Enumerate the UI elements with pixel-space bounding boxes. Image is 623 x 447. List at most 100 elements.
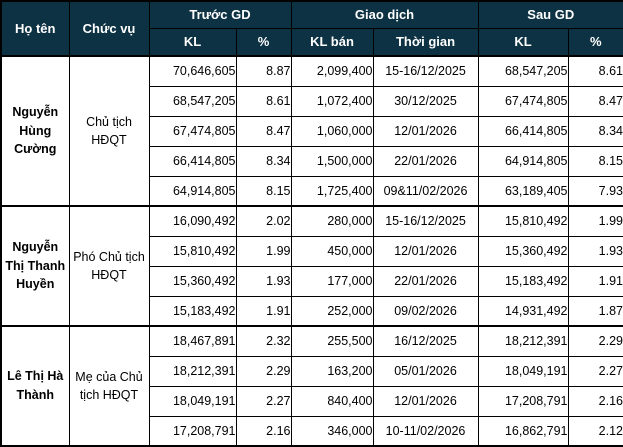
kl-sold-cell: 255,500 [290, 325, 374, 357]
table-row: 68,547,205 8.61 1,072,400 30/12/2025 67,… [1, 85, 623, 117]
table-row: 66,414,805 8.34 1,500,000 22/01/2026 64,… [1, 145, 623, 177]
pct-before-cell: 8.61 [235, 85, 292, 117]
person-position-cell: Mẹ của Chủ tịch HĐQT [68, 325, 150, 447]
col-group-transaction: Giao dịch [290, 0, 479, 29]
kl-before-cell: 16,090,492 [148, 205, 237, 237]
table-row: Lê Thị Hà Thành Mẹ của Chủ tịch HĐQT 18,… [0, 325, 623, 447]
pct-after-cell: 2.27 [567, 355, 623, 387]
col-header-before-percent: % [235, 27, 292, 57]
person-name-cell: Lê Thị Hà Thành [0, 325, 70, 447]
date-cell: 15-16/12/2025 [372, 205, 479, 237]
pct-after-cell: 1.93 [567, 235, 623, 267]
col-group-after: Sau GD [477, 0, 623, 29]
kl-sold-cell: 346,000 [290, 415, 374, 447]
table-row: Nguyễn Hùng Cường Chủ tịch HĐQT 70,646,6… [0, 55, 623, 207]
kl-after-cell: 63,189,405 [477, 175, 569, 207]
date-cell: 16/12/2025 [372, 325, 479, 357]
date-cell: 30/12/2025 [372, 85, 479, 117]
date-cell: 15-16/12/2025 [372, 55, 479, 87]
date-cell: 12/01/2026 [372, 235, 479, 267]
pct-before-cell: 2.02 [235, 205, 292, 237]
pct-after-cell: 1.91 [567, 265, 623, 297]
date-cell: 09/02/2026 [372, 295, 479, 327]
pct-before-cell: 2.32 [235, 325, 292, 357]
kl-sold-cell: 177,000 [290, 265, 374, 297]
pct-before-cell: 8.87 [235, 55, 292, 87]
pct-before-cell: 1.91 [235, 295, 292, 327]
kl-sold-cell: 1,060,000 [290, 115, 374, 147]
kl-before-cell: 15,360,492 [148, 265, 237, 297]
kl-before-cell: 64,914,805 [148, 175, 237, 207]
person-position-cell: Chủ tịch HĐQT [68, 55, 150, 207]
col-header-after-percent: % [567, 27, 623, 57]
col-header-after-volume: KL [477, 27, 569, 57]
col-header-name: Họ tên [0, 0, 70, 57]
person-name-cell: Nguyễn Hùng Cường [0, 55, 70, 207]
pct-before-cell: 8.47 [235, 115, 292, 147]
pct-before-cell: 8.34 [235, 145, 292, 177]
kl-after-cell: 15,183,492 [477, 265, 569, 297]
kl-after-cell: 64,914,805 [477, 145, 569, 177]
kl-sold-cell: 1,072,400 [290, 85, 374, 117]
table-row: Nguyễn Thị Thanh Huyền Phó Chủ tịch HĐQT… [0, 205, 623, 327]
pct-after-cell: 8.61 [567, 55, 623, 87]
pct-after-cell: 8.34 [567, 115, 623, 147]
kl-after-cell: 66,414,805 [477, 115, 569, 147]
kl-sold-cell: 1,500,000 [290, 145, 374, 177]
table-row: 64,914,805 8.15 1,725,400 09&11/02/2026 … [1, 175, 623, 207]
col-header-volume-sold: KL bán [290, 27, 374, 57]
kl-after-cell: 18,049,191 [477, 355, 569, 387]
person-position-cell: Phó Chủ tịch HĐQT [68, 205, 150, 327]
header-row-subcolumns: KL % KL bán Thời gian KL % [1, 27, 623, 57]
header-row-groups: Họ tên Chức vụ Trước GD Giao dịch Sau GD [0, 0, 623, 57]
pct-after-cell: 1.87 [567, 295, 623, 327]
kl-before-cell: 18,467,891 [148, 325, 237, 357]
pct-after-cell: 2.29 [567, 325, 623, 357]
kl-before-cell: 68,547,205 [148, 85, 237, 117]
kl-after-cell: 18,212,391 [477, 325, 569, 357]
col-header-before-volume: KL [148, 27, 237, 57]
kl-before-cell: 70,646,605 [148, 55, 237, 87]
col-header-position: Chức vụ [68, 0, 150, 57]
pct-after-cell: 7.93 [567, 175, 623, 207]
date-cell: 10-11/02/2026 [372, 415, 479, 447]
pct-before-cell: 1.99 [235, 235, 292, 267]
kl-before-cell: 18,212,391 [148, 355, 237, 387]
pct-after-cell: 2.16 [567, 385, 623, 417]
kl-sold-cell: 252,000 [290, 295, 374, 327]
pct-before-cell: 2.16 [235, 415, 292, 447]
kl-after-cell: 14,931,492 [477, 295, 569, 327]
person-name-cell: Nguyễn Thị Thanh Huyền [0, 205, 70, 327]
pct-before-cell: 2.29 [235, 355, 292, 387]
table-row: 18,049,191 2.27 840,400 12/01/2026 17,20… [1, 385, 623, 417]
kl-after-cell: 17,208,791 [477, 385, 569, 417]
table-row: 15,810,492 1.99 450,000 12/01/2026 15,36… [1, 235, 623, 267]
date-cell: 22/01/2026 [372, 145, 479, 177]
kl-before-cell: 18,049,191 [148, 385, 237, 417]
col-group-before: Trước GD [148, 0, 292, 29]
kl-sold-cell: 1,725,400 [290, 175, 374, 207]
date-cell: 05/01/2026 [372, 355, 479, 387]
kl-after-cell: 15,810,492 [477, 205, 569, 237]
kl-sold-cell: 450,000 [290, 235, 374, 267]
table-row: 15,183,492 1.91 252,000 09/02/2026 14,93… [1, 295, 623, 327]
kl-after-cell: 68,547,205 [477, 55, 569, 87]
kl-sold-cell: 2,099,400 [290, 55, 374, 87]
col-header-time: Thời gian [372, 27, 479, 57]
kl-sold-cell: 840,400 [290, 385, 374, 417]
table-row: 67,474,805 8.47 1,060,000 12/01/2026 66,… [1, 115, 623, 147]
pct-before-cell: 1.93 [235, 265, 292, 297]
table-row: 15,360,492 1.93 177,000 22/01/2026 15,18… [1, 265, 623, 297]
date-cell: 12/01/2026 [372, 115, 479, 147]
date-cell: 09&11/02/2026 [372, 175, 479, 207]
table-row: 17,208,791 2.16 346,000 10-11/02/2026 16… [1, 415, 623, 447]
kl-after-cell: 67,474,805 [477, 85, 569, 117]
kl-before-cell: 66,414,805 [148, 145, 237, 177]
kl-before-cell: 67,474,805 [148, 115, 237, 147]
kl-after-cell: 15,360,492 [477, 235, 569, 267]
date-cell: 12/01/2026 [372, 385, 479, 417]
pct-before-cell: 2.27 [235, 385, 292, 417]
kl-sold-cell: 280,000 [290, 205, 374, 237]
pct-before-cell: 8.15 [235, 175, 292, 207]
